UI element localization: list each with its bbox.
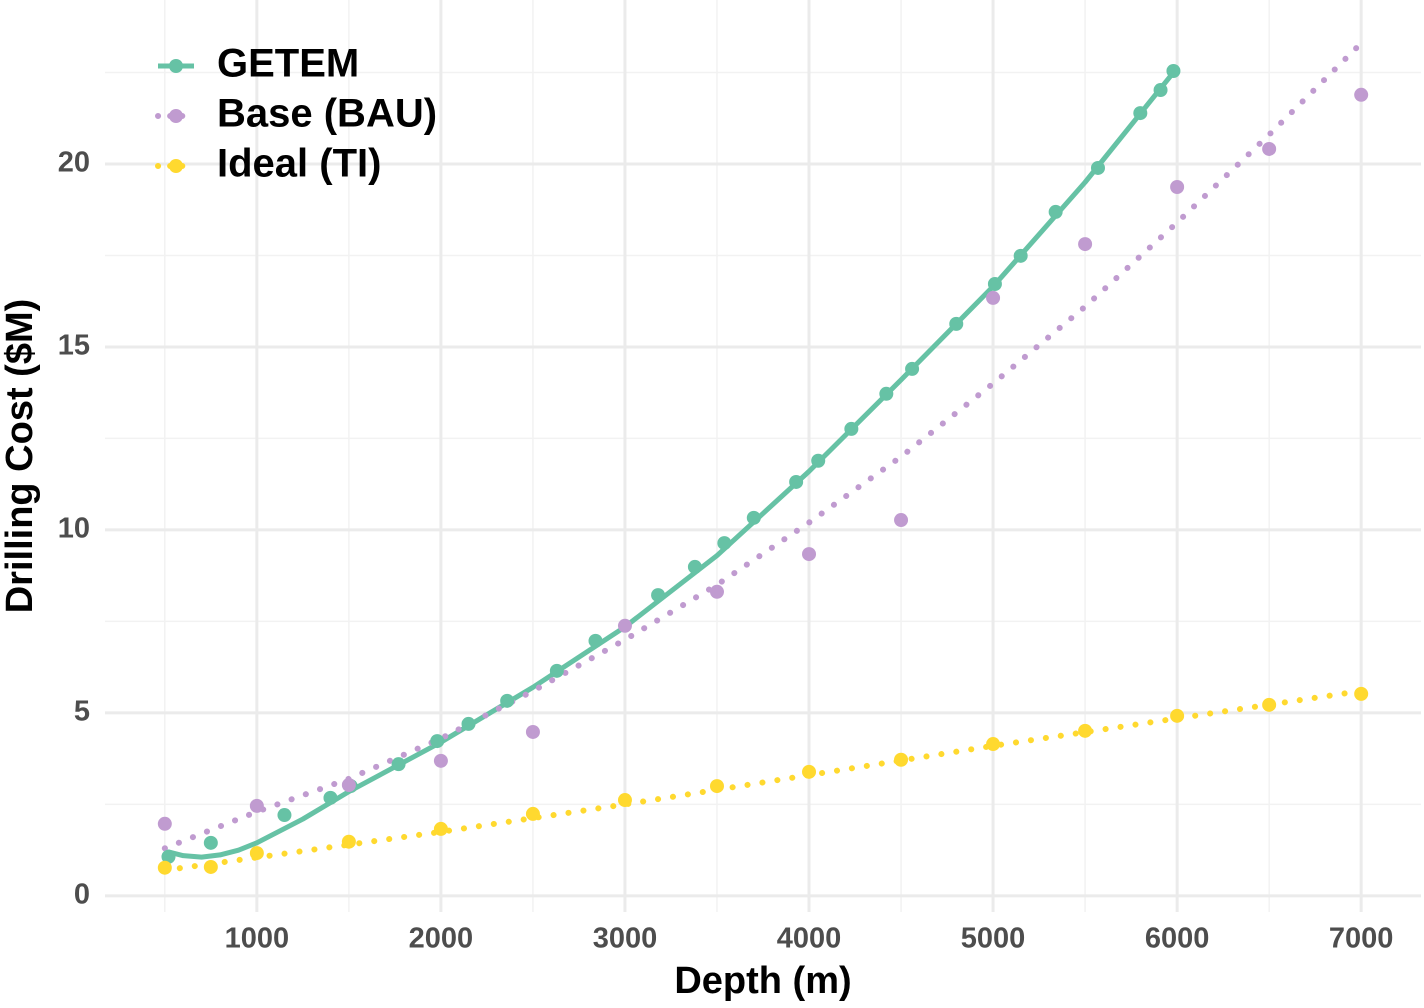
- data-point: [249, 798, 264, 813]
- legend-label: Ideal (TI): [217, 142, 381, 186]
- data-point: [709, 584, 724, 599]
- data-point: [1078, 237, 1093, 252]
- data-point: [617, 618, 632, 633]
- y-tick-label: 15: [58, 330, 90, 362]
- y-tick-label: 20: [58, 147, 90, 179]
- x-tick-label: 6000: [1145, 923, 1210, 955]
- data-point: [987, 276, 1002, 291]
- data-point: [161, 849, 176, 864]
- x-axis-title: Depth (m): [674, 960, 851, 1002]
- data-point: [894, 752, 909, 767]
- fit-line: [165, 69, 1176, 860]
- data-point: [1170, 180, 1185, 195]
- legend-marker: [169, 109, 183, 123]
- data-point: [1166, 63, 1181, 78]
- data-point: [949, 316, 964, 331]
- data-point: [717, 536, 732, 551]
- legend-marker: [169, 59, 183, 73]
- data-point: [986, 290, 1001, 305]
- data-point: [617, 793, 632, 808]
- legend-label: GETEM: [217, 42, 359, 86]
- data-point: [203, 835, 218, 850]
- data-point: [341, 834, 356, 849]
- data-point: [500, 693, 515, 708]
- data-point: [1170, 708, 1185, 723]
- data-point: [1090, 160, 1105, 175]
- data-point: [430, 734, 445, 749]
- data-point: [157, 816, 172, 831]
- data-point: [277, 808, 292, 823]
- data-point: [1262, 697, 1277, 712]
- data-point: [802, 764, 817, 779]
- data-point: [789, 474, 804, 489]
- data-point: [844, 421, 859, 436]
- x-tick-label: 2000: [409, 923, 474, 955]
- data-point: [1153, 83, 1168, 98]
- data-point: [1354, 87, 1369, 102]
- data-point: [249, 846, 264, 861]
- x-tick-label: 4000: [777, 923, 842, 955]
- x-tick-label: 3000: [593, 923, 658, 955]
- data-point: [391, 757, 406, 772]
- data-point: [687, 559, 702, 574]
- data-point: [323, 790, 338, 805]
- legend-label: Base (BAU): [217, 92, 437, 136]
- data-point: [802, 547, 817, 562]
- legend-marker: [169, 159, 183, 173]
- y-tick-label: 0: [74, 879, 90, 911]
- data-point: [1133, 106, 1148, 121]
- data-point: [1262, 141, 1277, 156]
- data-point: [433, 821, 448, 836]
- data-point: [549, 663, 564, 678]
- data-point: [433, 753, 448, 768]
- data-point: [1078, 723, 1093, 738]
- x-tick-label: 1000: [225, 923, 290, 955]
- data-point: [461, 716, 476, 731]
- data-point: [879, 386, 894, 401]
- data-point: [709, 779, 724, 794]
- x-tick-label: 7000: [1329, 923, 1394, 955]
- y-tick-label: 10: [58, 513, 90, 545]
- data-point: [588, 633, 603, 648]
- y-tick-label: 5: [74, 696, 90, 728]
- data-point: [746, 510, 761, 525]
- data-point: [1013, 248, 1028, 263]
- y-axis-title: Drilling Cost ($M): [0, 299, 41, 614]
- data-point: [986, 737, 1001, 752]
- data-point: [1354, 686, 1369, 701]
- data-point: [905, 361, 920, 376]
- x-tick-label: 5000: [961, 923, 1026, 955]
- fit-line: [161, 40, 1365, 852]
- data-point: [525, 724, 540, 739]
- data-point: [1048, 204, 1063, 219]
- data-point: [651, 588, 666, 603]
- data-point: [203, 859, 218, 874]
- data-point: [894, 513, 909, 528]
- data-point: [525, 806, 540, 821]
- data-point: [811, 453, 826, 468]
- data-point: [341, 778, 356, 793]
- data-point: [157, 860, 172, 875]
